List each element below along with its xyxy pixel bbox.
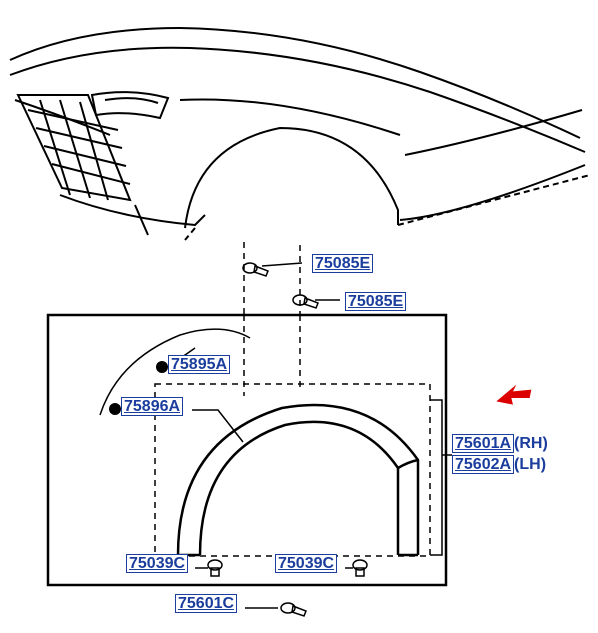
part-side: (RH) — [514, 435, 548, 452]
part-code: 75039C — [275, 554, 337, 573]
dot-75896A — [109, 403, 121, 415]
part-label-75039C-2[interactable]: 75039C — [275, 555, 337, 573]
part-label-75601C[interactable]: 75601C — [175, 595, 237, 613]
diagram-svg — [0, 0, 598, 633]
part-label-75895A[interactable]: 75895A — [168, 356, 230, 374]
dot-75895A — [156, 361, 168, 373]
part-label-75039C-1[interactable]: 75039C — [126, 555, 188, 573]
part-code: 75895A — [168, 355, 230, 374]
part-code: 75601C — [175, 594, 237, 613]
part-label-75601A[interactable]: 75601A(RH) — [452, 435, 548, 453]
part-label-75085E-1[interactable]: 75085E — [312, 255, 373, 273]
part-label-75602A[interactable]: 75602A(LH) — [452, 456, 546, 474]
part-label-75896A[interactable]: 75896A — [121, 398, 183, 416]
part-label-75085E-2[interactable]: 75085E — [345, 293, 406, 311]
part-code: 75085E — [312, 254, 373, 273]
part-code: 75601A — [452, 434, 514, 453]
part-code: 75602A — [452, 455, 514, 474]
part-side: (LH) — [514, 456, 546, 473]
highlight-arrow — [493, 378, 533, 408]
part-code: 75085E — [345, 292, 406, 311]
part-code: 75896A — [121, 397, 183, 416]
part-code: 75039C — [126, 554, 188, 573]
